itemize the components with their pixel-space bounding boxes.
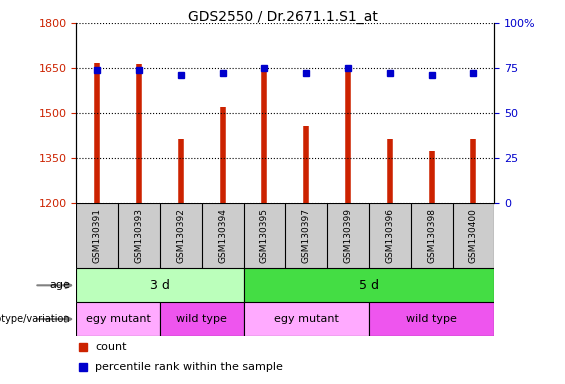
- Text: egy mutant: egy mutant: [274, 314, 338, 324]
- Text: GSM130391: GSM130391: [93, 209, 102, 263]
- Bar: [76, 302, 160, 336]
- Text: genotype/variation: genotype/variation: [0, 314, 71, 324]
- Text: GSM130394: GSM130394: [218, 209, 227, 263]
- Bar: [244, 268, 494, 302]
- Text: GSM130393: GSM130393: [134, 209, 144, 263]
- Bar: [160, 302, 244, 336]
- Bar: [369, 302, 494, 336]
- Text: GSM130395: GSM130395: [260, 209, 269, 263]
- Text: wild type: wild type: [176, 314, 227, 324]
- Text: percentile rank within the sample: percentile rank within the sample: [95, 362, 283, 372]
- Text: GSM130398: GSM130398: [427, 209, 436, 263]
- Text: GDS2550 / Dr.2671.1.S1_at: GDS2550 / Dr.2671.1.S1_at: [188, 10, 377, 23]
- Text: GSM130400: GSM130400: [469, 209, 478, 263]
- Bar: [76, 268, 244, 302]
- Text: 3 d: 3 d: [150, 279, 170, 292]
- Bar: [244, 302, 369, 336]
- Text: count: count: [95, 342, 127, 352]
- Text: GSM130397: GSM130397: [302, 209, 311, 263]
- Text: GSM130392: GSM130392: [176, 209, 185, 263]
- Text: egy mutant: egy mutant: [86, 314, 150, 324]
- Text: wild type: wild type: [406, 314, 457, 324]
- Text: age: age: [50, 280, 71, 290]
- Text: 5 d: 5 d: [359, 279, 379, 292]
- Text: GSM130399: GSM130399: [344, 209, 353, 263]
- Text: GSM130396: GSM130396: [385, 209, 394, 263]
